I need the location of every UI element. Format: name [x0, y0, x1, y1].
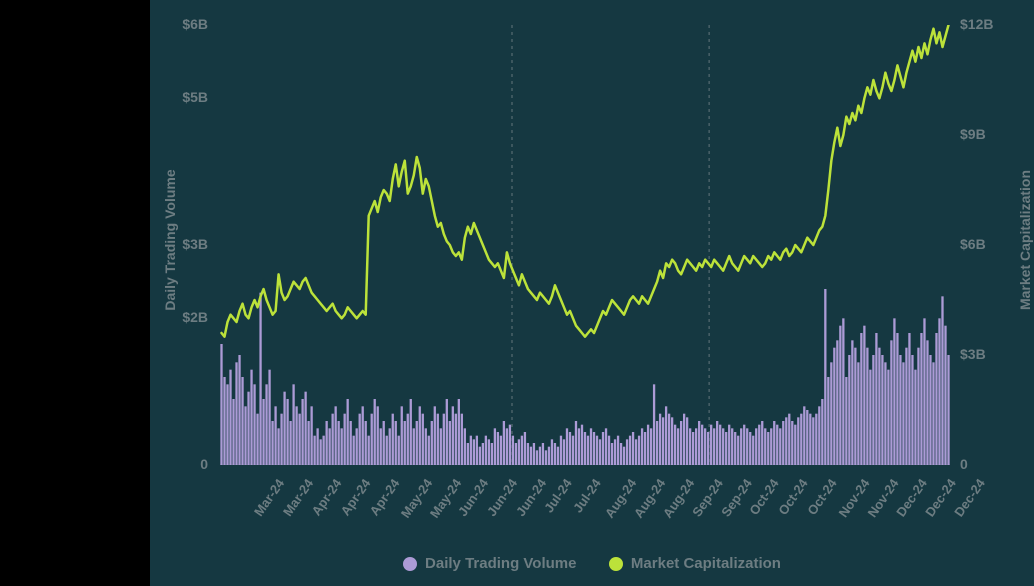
x-tick: Apr-24 [338, 476, 374, 518]
y-right-tick: $9B [960, 126, 986, 142]
y-right-tick: 0 [960, 456, 968, 472]
right-axis-title: Market Capitalization [1017, 130, 1033, 350]
x-tick: Jul-24 [570, 476, 604, 515]
y-axis-left: 0$2B$3B$5B$6B [150, 25, 210, 465]
y-right-tick: $3B [960, 346, 986, 362]
legend-label-volume: Daily Trading Volume [425, 555, 576, 572]
x-tick: Jun-24 [513, 476, 549, 519]
y-left-tick: 0 [200, 456, 208, 472]
x-axis: Mar-24Mar-24Apr-24Apr-24Apr-24May-24May-… [220, 470, 950, 540]
y-left-tick: $3B [182, 236, 208, 252]
legend-dot-marketcap [609, 557, 623, 571]
y-left-tick: $5B [182, 89, 208, 105]
chart-svg [220, 25, 950, 465]
legend-label-marketcap: Market Capitalization [631, 555, 781, 572]
legend-item-volume: Daily Trading Volume [403, 555, 576, 572]
x-tick: Mar-24 [250, 476, 286, 519]
y-left-tick: $2B [182, 309, 208, 325]
left-axis-title: Daily Trading Volume [162, 140, 178, 340]
legend-dot-volume [403, 557, 417, 571]
legend: Daily Trading Volume Market Capitalizati… [150, 555, 1034, 576]
x-tick: Oct-24 [775, 476, 810, 518]
y-right-tick: $6B [960, 236, 986, 252]
y-left-tick: $6B [182, 16, 208, 32]
y-right-tick: $12B [960, 16, 993, 32]
y-axis-right: 0$3B$6B$9B$12B [955, 25, 1015, 465]
plot-area [220, 25, 950, 465]
legend-item-marketcap: Market Capitalization [609, 555, 781, 572]
